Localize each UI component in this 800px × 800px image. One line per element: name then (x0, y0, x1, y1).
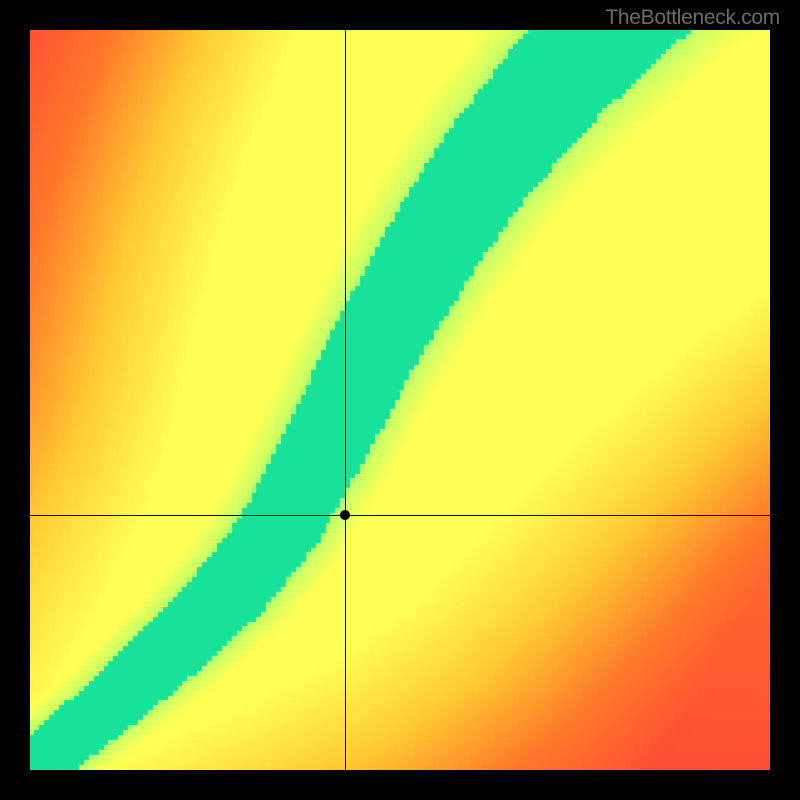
crosshair-horizontal (30, 515, 770, 516)
plot-area (30, 30, 770, 770)
watermark-text: TheBottleneck.com (605, 6, 780, 30)
marker-dot (340, 510, 350, 520)
crosshair-vertical (345, 30, 346, 770)
bottleneck-heatmap (30, 30, 770, 770)
chart-container: TheBottleneck.com (0, 0, 800, 800)
